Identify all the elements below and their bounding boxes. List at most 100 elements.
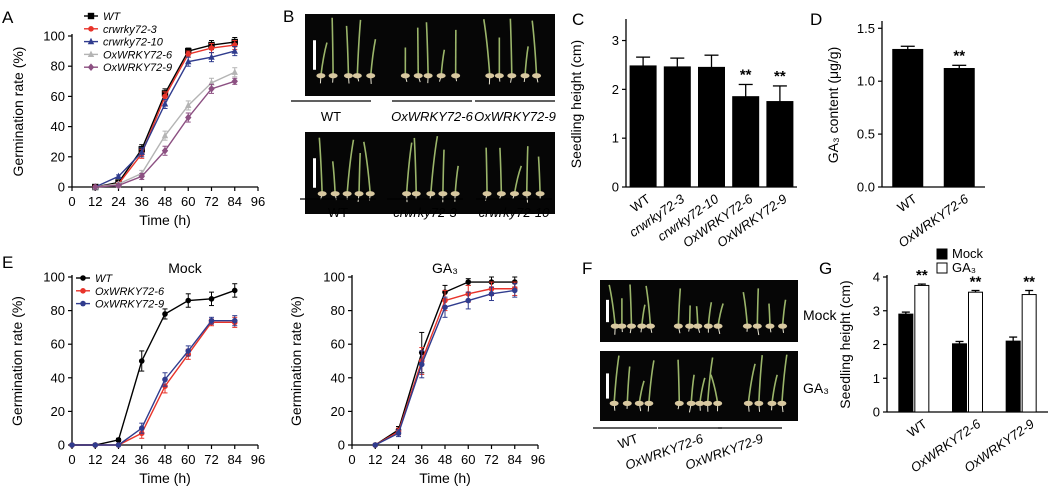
photo-b-bottom [305, 132, 555, 214]
line-chart-a: 0 20 40 60 80 100 0 12 24 36 48 60 72 84 96 Time (h) Ger… [10, 11, 265, 228]
y-tick-label: 0 [338, 438, 345, 453]
significance-marker: ** [740, 66, 752, 83]
x-tick-label: 0 [68, 194, 75, 209]
x-tick-label: 12 [368, 452, 382, 467]
y-axis-title: GA₃ content (μg/g) [825, 47, 841, 163]
y-tick-label: 0.0 [857, 180, 875, 195]
legend-marker [87, 50, 95, 57]
seed [644, 400, 654, 406]
x-tick-label: 96 [251, 194, 265, 209]
data-point [185, 57, 192, 65]
legend-label: OxWRKY72-6 [103, 49, 173, 61]
bar [766, 101, 794, 188]
x-tick-label: 36 [135, 194, 149, 209]
seedling-shoot [425, 22, 429, 76]
seed [686, 400, 696, 406]
x-tick-label: 24 [111, 194, 125, 209]
panel-label-b: B [283, 7, 294, 26]
legend-label: GA₃ [952, 260, 976, 275]
seed [742, 323, 752, 329]
x-tick-label: 84 [508, 452, 522, 467]
series-oxwrky72-9 [69, 315, 238, 448]
data-point [442, 304, 448, 311]
seedling-shoot [742, 291, 749, 327]
x-tick-label: 48 [158, 452, 172, 467]
x-tick-label: 60 [181, 194, 195, 209]
legend-label: OxWRKY72-9 [95, 299, 164, 311]
data-point [162, 93, 168, 100]
seed [411, 191, 421, 197]
series-line [72, 289, 235, 446]
x-tick-label: 96 [251, 452, 265, 467]
data-point [115, 181, 122, 190]
bar [732, 96, 760, 188]
panel-label-g: G [819, 259, 832, 278]
data-point [161, 146, 169, 155]
seedling-shoot [626, 366, 631, 404]
x-tick-label: 12 [88, 452, 102, 467]
seedling-shoot [537, 156, 541, 194]
y-tick-label: 2 [873, 337, 880, 352]
y-tick-label: 3 [612, 33, 619, 48]
seedling-shoot [485, 147, 488, 194]
significance-marker: ** [1023, 274, 1035, 291]
chart-title: GA₃ [432, 260, 458, 276]
data-point [208, 317, 215, 324]
seed [426, 191, 436, 197]
y-tick-label: 60 [51, 89, 65, 104]
data-point [511, 287, 518, 294]
seedling-shoot [747, 363, 756, 404]
photo-label: crwrky72-10 [479, 205, 551, 220]
significance-marker: ** [970, 274, 982, 291]
x-axis-title: Time (h) [139, 470, 191, 486]
photo-side-label: Mock [803, 307, 837, 323]
legend-label: Mock [952, 246, 984, 261]
seed [509, 191, 519, 197]
legend-label: OxWRKY72-9 [103, 62, 172, 74]
data-point [92, 442, 99, 448]
bar [952, 343, 967, 413]
data-point [231, 317, 238, 324]
x-tick-label: 0 [348, 452, 355, 467]
y-tick-label: 80 [51, 59, 65, 74]
seedling-shoot [781, 354, 788, 404]
data-point [138, 148, 145, 155]
seed [485, 73, 495, 79]
seedling-shoot [499, 147, 503, 194]
series-line [72, 319, 235, 446]
seed [765, 323, 775, 329]
seedling-shoot [331, 161, 336, 194]
seed [777, 400, 787, 406]
seedling-shoot [648, 360, 655, 404]
data-point [208, 85, 215, 93]
chart-title: Mock [168, 260, 202, 276]
seedling-shoot [758, 355, 764, 404]
data-point [115, 172, 122, 180]
y-tick-label: 0 [58, 438, 65, 453]
x-axis-title: Time (h) [419, 470, 471, 486]
seed [365, 191, 375, 197]
seed [609, 400, 619, 406]
significance-marker: ** [953, 47, 965, 64]
photo-label: crwrky72-3 [393, 205, 457, 220]
data-point [231, 47, 238, 54]
seed [778, 323, 788, 329]
data-point [418, 361, 425, 368]
seed [328, 73, 338, 79]
seedling-shoot [482, 19, 491, 76]
seedling-shoot [771, 374, 778, 404]
scale-bar [606, 299, 609, 323]
series-oxwrky72-9 [92, 77, 238, 191]
data-point [208, 53, 215, 60]
y-tick-label: 80 [331, 303, 345, 318]
seedling-shoot [430, 136, 439, 194]
seed [342, 191, 352, 197]
photo-label: WT [616, 431, 640, 452]
y-tick-label: 100 [323, 270, 345, 285]
seedling-shoot [442, 149, 445, 194]
data-point [185, 348, 192, 354]
x-tick-label: WT [904, 416, 929, 440]
scale-bar [313, 158, 316, 188]
